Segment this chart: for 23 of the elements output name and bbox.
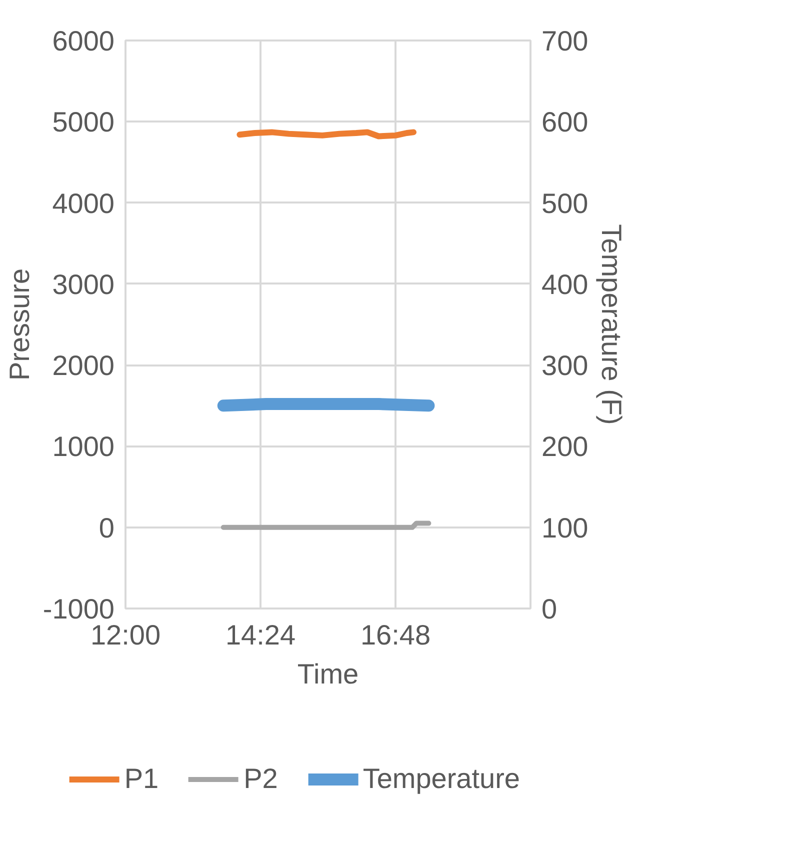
legend-label: P1 [124, 763, 159, 795]
y-tick-label: 4000 [52, 188, 115, 219]
y2-tick-label: 100 [542, 512, 588, 544]
x-axis-title: Time [297, 658, 359, 690]
y2-tick-label: 700 [542, 26, 588, 56]
legend-label: Temperature [362, 763, 520, 795]
y2-tick-label: 0 [542, 594, 558, 624]
y-tick-label: 6000 [52, 26, 115, 56]
y2-tick-label: 200 [542, 431, 588, 462]
y-tick-label: 1000 [52, 431, 115, 462]
y2-tick-label: 600 [542, 106, 588, 138]
y-tick-label: 2000 [52, 350, 115, 382]
y-tick-label: 0 [98, 512, 115, 544]
x-tick-label: 14:24 [225, 620, 296, 650]
y2-tick-label: 400 [542, 268, 588, 300]
y2-axis-title: Temperature (F) [596, 224, 628, 425]
y2-tick-label: 300 [542, 350, 588, 382]
y2-tick-label: 500 [542, 188, 588, 219]
legend-label: P2 [244, 763, 278, 795]
y-tick-label: 3000 [52, 268, 115, 300]
y-axis-title: Pressure [4, 268, 35, 381]
y-tick-label: 5000 [52, 106, 115, 138]
x-tick-label: 16:48 [360, 620, 431, 650]
